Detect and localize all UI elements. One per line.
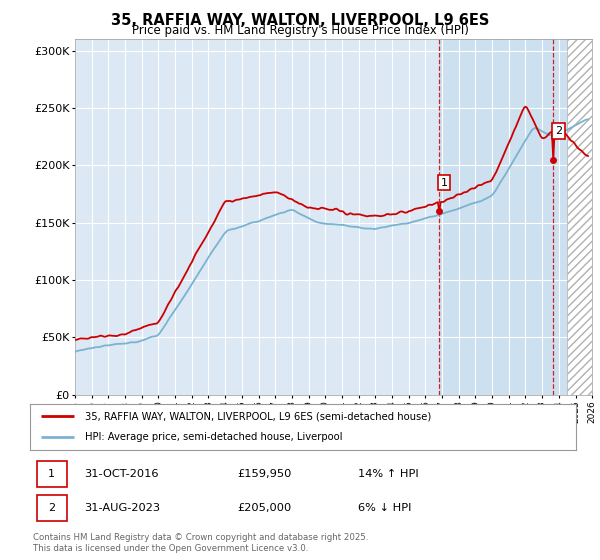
Text: £205,000: £205,000 <box>238 503 292 513</box>
Bar <box>567 39 592 395</box>
Text: 35, RAFFIA WAY, WALTON, LIVERPOOL, L9 6ES (semi-detached house): 35, RAFFIA WAY, WALTON, LIVERPOOL, L9 6E… <box>85 411 431 421</box>
Text: Contains HM Land Registry data © Crown copyright and database right 2025.
This d: Contains HM Land Registry data © Crown c… <box>33 533 368 553</box>
Text: £159,950: £159,950 <box>238 469 292 479</box>
Text: 31-AUG-2023: 31-AUG-2023 <box>85 503 161 513</box>
Text: 2: 2 <box>555 126 562 136</box>
Bar <box>37 461 67 487</box>
Text: HPI: Average price, semi-detached house, Liverpool: HPI: Average price, semi-detached house,… <box>85 432 342 442</box>
Text: Price paid vs. HM Land Registry's House Price Index (HPI): Price paid vs. HM Land Registry's House … <box>131 24 469 37</box>
Bar <box>439 39 592 395</box>
Text: 31-OCT-2016: 31-OCT-2016 <box>85 469 159 479</box>
Text: 6% ↓ HPI: 6% ↓ HPI <box>358 503 411 513</box>
Text: 2: 2 <box>48 503 55 513</box>
Bar <box>37 495 67 521</box>
Text: 1: 1 <box>48 469 55 479</box>
Text: 1: 1 <box>441 178 448 188</box>
Text: 14% ↑ HPI: 14% ↑ HPI <box>358 469 418 479</box>
Text: 35, RAFFIA WAY, WALTON, LIVERPOOL, L9 6ES: 35, RAFFIA WAY, WALTON, LIVERPOOL, L9 6E… <box>111 13 489 28</box>
